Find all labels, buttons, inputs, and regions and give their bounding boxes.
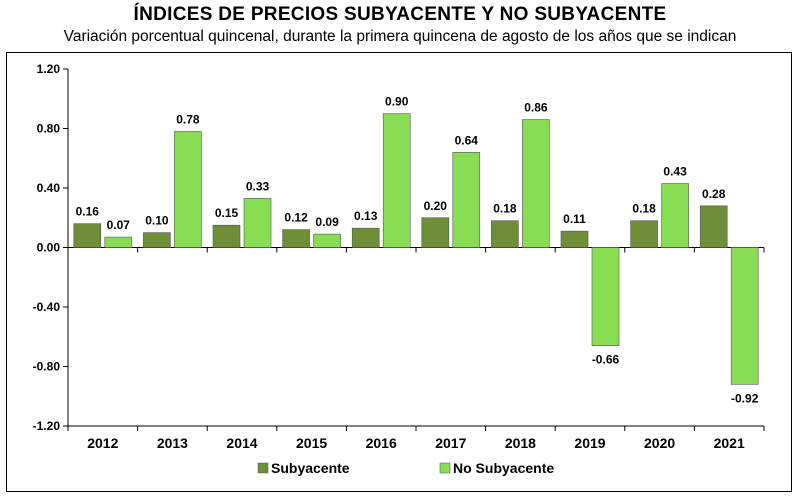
bar-subyacente — [421, 217, 450, 248]
data-label-subyacente: 0.10 — [145, 214, 169, 228]
x-tick-label: 2019 — [574, 435, 605, 451]
x-tick-label: 2017 — [435, 435, 466, 451]
x-tick-label: 2021 — [714, 435, 745, 451]
data-label-no-subyacente: 0.43 — [663, 165, 687, 179]
data-label-no-subyacente: 0.90 — [385, 95, 409, 109]
y-tick-label: 0.80 — [37, 122, 61, 136]
data-label-subyacente: 0.18 — [493, 202, 517, 216]
y-tick-label: -0.80 — [33, 360, 61, 374]
data-label-subyacente: 0.15 — [215, 206, 239, 220]
chart-title: ÍNDICES DE PRECIOS SUBYACENTE Y NO SUBYA… — [133, 4, 667, 25]
bar-no-subyacente — [522, 119, 550, 248]
data-label-subyacente: 0.18 — [632, 202, 656, 216]
data-label-subyacente: 0.12 — [284, 211, 308, 225]
x-tick-label: 2018 — [505, 435, 536, 451]
bar-subyacente — [491, 220, 519, 248]
x-tick-label: 2014 — [226, 435, 257, 451]
data-label-no-subyacente: -0.66 — [592, 353, 620, 367]
data-label-no-subyacente: 0.33 — [246, 179, 270, 193]
x-tick-label: 2012 — [87, 435, 118, 451]
bar-subyacente — [212, 224, 241, 248]
data-label-subyacente: 0.28 — [702, 187, 726, 201]
y-tick-label: 0.00 — [37, 241, 61, 255]
data-label-no-subyacente: 0.64 — [455, 133, 479, 147]
data-label-subyacente: 0.13 — [354, 209, 378, 223]
bar-no-subyacente — [452, 152, 481, 248]
data-label-no-subyacente: -0.92 — [731, 391, 759, 405]
legend-label: No Subyacente — [453, 460, 554, 476]
x-tick-label: 2013 — [157, 435, 188, 451]
legend-swatch — [439, 462, 451, 474]
data-label-no-subyacente: 0.07 — [107, 218, 131, 232]
y-tick-label: -0.40 — [33, 300, 61, 314]
y-tick-label: 0.40 — [37, 181, 61, 195]
bar-no-subyacente — [382, 113, 411, 248]
x-tick-label: 2020 — [644, 435, 675, 451]
bar-no-subyacente — [174, 131, 202, 248]
bar-no-subyacente — [730, 247, 759, 385]
bar-subyacente — [73, 223, 102, 248]
bar-no-subyacente — [313, 233, 341, 248]
bar-subyacente — [560, 230, 589, 248]
data-label-subyacente: 0.16 — [76, 205, 100, 219]
x-tick-label: 2016 — [366, 435, 397, 451]
data-label-subyacente: 0.20 — [424, 199, 448, 213]
x-tick-label: 2015 — [296, 435, 327, 451]
bar-no-subyacente — [661, 183, 689, 248]
data-label-no-subyacente: 0.09 — [315, 215, 339, 229]
bar-subyacente — [699, 205, 728, 248]
bar-subyacente — [630, 220, 658, 248]
data-label-no-subyacente: 0.78 — [176, 112, 200, 126]
chart-frame — [6, 52, 792, 492]
bar-subyacente — [143, 232, 171, 248]
bar-no-subyacente — [591, 247, 620, 346]
y-tick-label: 1.20 — [37, 62, 61, 76]
data-label-no-subyacente: 0.86 — [524, 101, 548, 115]
legend-swatch — [257, 462, 269, 474]
legend-label: Subyacente — [271, 460, 350, 476]
bar-subyacente — [351, 227, 380, 248]
data-label-subyacente: 0.11 — [563, 212, 586, 226]
chart-subtitle: Variación porcentual quincenal, durante … — [63, 28, 737, 45]
bar-subyacente — [282, 229, 310, 248]
y-tick-label: -1.20 — [33, 419, 61, 433]
bar-no-subyacente — [104, 236, 133, 248]
bar-no-subyacente — [243, 198, 272, 248]
